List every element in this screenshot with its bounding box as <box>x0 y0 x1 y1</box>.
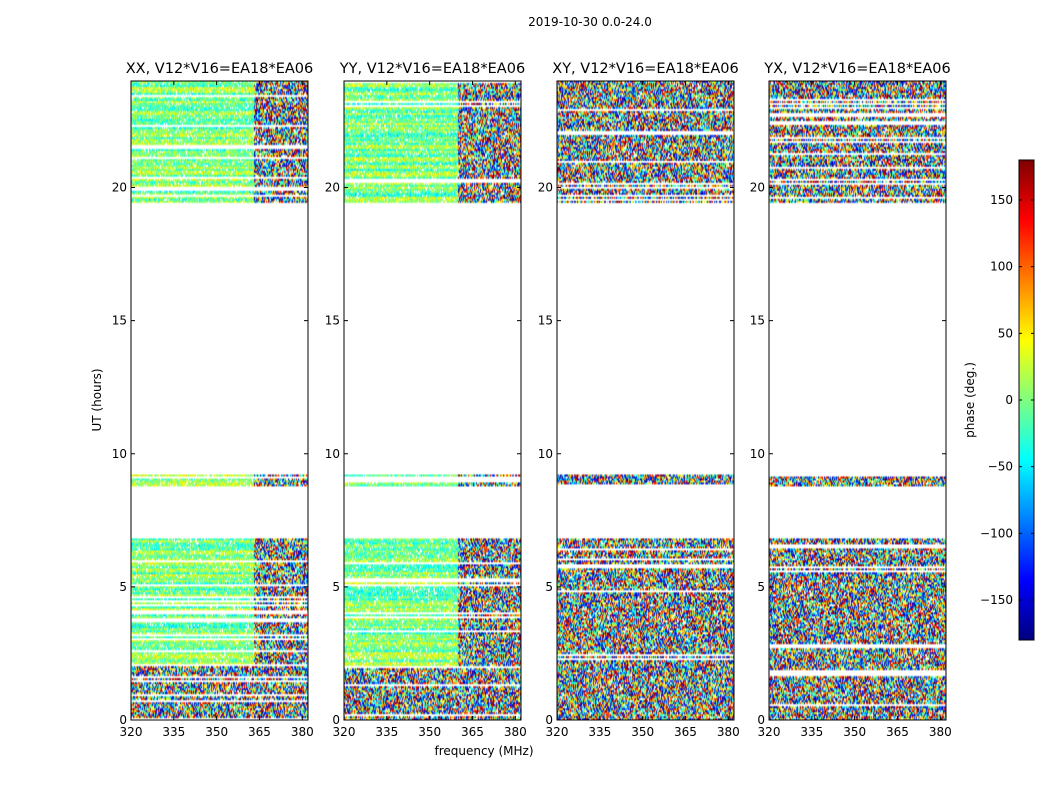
x-tick-label: 365 <box>248 725 271 739</box>
panel-xx: XX, V12*V16=EA18*EA06 320 335 350 365 380 0 5 10… <box>112 61 314 739</box>
y-tick-label: 5 <box>119 580 127 594</box>
colorbar-tick-label: −100 <box>980 526 1013 540</box>
colorbar-tick-label: −50 <box>988 460 1013 474</box>
x-tick-label: 365 <box>886 725 909 739</box>
x-tick-label: 335 <box>800 725 823 739</box>
axes-frame <box>130 80 309 721</box>
y-tick-label: 0 <box>757 713 765 727</box>
y-tick-label: 15 <box>325 314 340 328</box>
colorbar-tick-label: 100 <box>990 260 1013 274</box>
x-tick-label: 380 <box>504 725 527 739</box>
phase-heatmap <box>769 81 946 720</box>
y-tick-label: 20 <box>538 181 553 195</box>
y-tick-label: 15 <box>750 314 765 328</box>
x-tick-label: 365 <box>461 725 484 739</box>
x-tick-label: 350 <box>631 725 654 739</box>
y-tick-label: 20 <box>325 181 340 195</box>
x-tick-label: 320 <box>120 725 143 739</box>
axes-frame <box>343 80 522 721</box>
y-tick-label: 20 <box>750 181 765 195</box>
figure-suptitle: 2019-10-30 0.0-24.0 <box>528 15 652 29</box>
axes-frame <box>768 80 947 721</box>
y-axis-label: UT (hours) <box>90 368 104 431</box>
x-tick-label: 350 <box>418 725 441 739</box>
y-tick-label: 5 <box>332 580 340 594</box>
axes-frame <box>556 80 735 721</box>
y-tick-label: 15 <box>538 314 553 328</box>
colorbar: −150 −100 −50 0 50 100 150 phase (deg.) <box>963 159 1035 641</box>
y-tick-label: 5 <box>757 580 765 594</box>
colorbar-tick-label: 50 <box>998 326 1013 340</box>
x-tick-label: 365 <box>674 725 697 739</box>
x-tick-label: 320 <box>546 725 569 739</box>
colorbar-tick-label: −150 <box>980 593 1013 607</box>
x-tick-label: 335 <box>588 725 611 739</box>
panel-title: XY, V12*V16=EA18*EA06 <box>552 61 738 77</box>
panel-title: YY, V12*V16=EA18*EA06 <box>339 61 525 77</box>
phase-heatmap <box>344 81 521 720</box>
x-tick-label: 350 <box>205 725 228 739</box>
y-tick-label: 5 <box>545 580 553 594</box>
x-tick-label: 335 <box>375 725 398 739</box>
y-tick-label: 10 <box>538 447 553 461</box>
panel-yy: YY, V12*V16=EA18*EA06 320 335 350 365 380 0 5 10… <box>325 61 527 739</box>
y-tick-label: 20 <box>112 181 127 195</box>
panel-xy: XY, V12*V16=EA18*EA06 320 335 350 365 380 0 5 10… <box>538 61 740 739</box>
x-tick-label: 380 <box>291 725 314 739</box>
colorbar-tick-label: 150 <box>990 193 1013 207</box>
panels: XX, V12*V16=EA18*EA06 320 335 350 365 380 0 5 10… <box>112 61 952 739</box>
y-tick-label: 10 <box>325 447 340 461</box>
phase-heatmap <box>131 81 308 720</box>
panel-title: YX, V12*V16=EA18*EA06 <box>763 61 950 77</box>
x-axis-label: frequency (MHz) <box>434 744 533 758</box>
colorbar-tick-label: 0 <box>1005 393 1013 407</box>
y-tick-label: 10 <box>750 447 765 461</box>
y-tick-label: 15 <box>112 314 127 328</box>
x-tick-label: 320 <box>333 725 356 739</box>
y-tick-label: 0 <box>119 713 127 727</box>
y-tick-label: 10 <box>112 447 127 461</box>
colorbar-label: phase (deg.) <box>963 362 977 438</box>
y-tick-label: 0 <box>545 713 553 727</box>
x-tick-label: 335 <box>162 725 185 739</box>
panel-title: XX, V12*V16=EA18*EA06 <box>126 61 314 77</box>
y-tick-label: 0 <box>332 713 340 727</box>
x-tick-label: 320 <box>758 725 781 739</box>
x-tick-label: 350 <box>843 725 866 739</box>
x-tick-label: 380 <box>717 725 740 739</box>
panel-yx: YX, V12*V16=EA18*EA06 320 335 350 365 380 0 5 10… <box>750 61 952 739</box>
phase-heatmap <box>557 81 734 720</box>
x-tick-label: 380 <box>929 725 952 739</box>
